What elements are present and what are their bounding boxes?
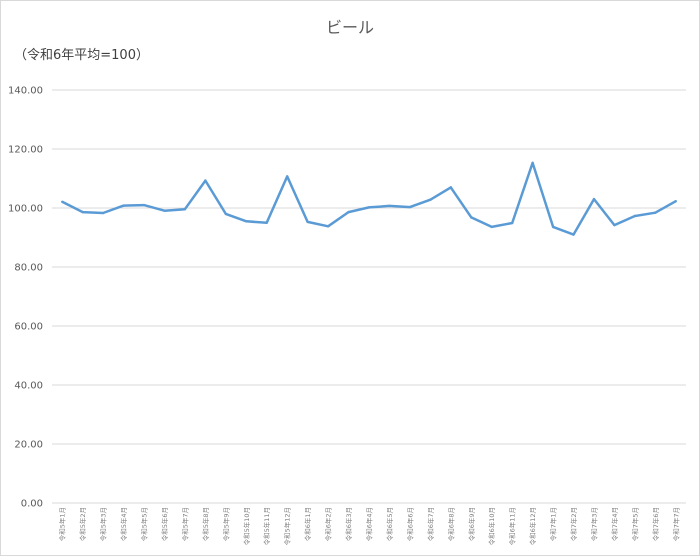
x-tick-label: 令和6年11月 [508, 507, 517, 545]
data-point [572, 233, 575, 236]
data-point [429, 198, 432, 201]
data-point [245, 220, 248, 223]
x-tick-label: 令和6年12月 [528, 507, 537, 545]
data-point [613, 223, 616, 227]
series-line [61, 161, 677, 236]
data-point [142, 203, 146, 207]
data-point [122, 204, 125, 207]
data-point [347, 210, 350, 214]
x-tick-label: 令和6年10月 [487, 507, 496, 545]
x-tick-label: 令和6年8月 [446, 507, 455, 541]
series [61, 161, 677, 236]
x-tick-label: 令和6年5月 [385, 507, 394, 541]
y-tick-label: 0.00 [21, 499, 43, 510]
data-point [224, 212, 228, 216]
y-tick-label: 140.00 [8, 86, 43, 97]
data-point [101, 211, 105, 215]
data-point [408, 205, 412, 209]
x-tick-label: 令和5年11月 [262, 507, 271, 545]
y-axis-ticks: 0.00 20.00 40.00 60.00 80.00 100.00 120.00 140.… [8, 86, 43, 510]
x-tick-label: 令和5年2月 [78, 507, 87, 541]
data-point [531, 161, 534, 165]
x-tick-label: 令和6年7月 [426, 507, 435, 541]
data-point [490, 225, 493, 229]
data-point [285, 175, 289, 178]
x-tick-label: 令和5年12月 [283, 507, 292, 545]
data-point [163, 209, 166, 212]
x-tick-label: 令和5年4月 [119, 507, 128, 541]
data-point [633, 214, 637, 218]
y-tick-label: 60.00 [14, 322, 43, 333]
x-tick-label: 令和5年3月 [99, 507, 108, 541]
x-tick-label: 令和5年1月 [58, 507, 67, 541]
data-point [183, 207, 187, 211]
data-point [81, 210, 84, 214]
y-tick-label: 100.00 [8, 204, 43, 215]
x-tick-label: 令和6年2月 [324, 507, 333, 541]
data-point [470, 216, 473, 219]
x-tick-label: 令和7年4月 [610, 507, 619, 541]
data-point [204, 179, 207, 182]
x-tick-label: 令和7年5月 [630, 507, 639, 541]
x-tick-label: 令和5年5月 [140, 507, 149, 541]
data-point [367, 206, 371, 209]
x-tick-label: 令和5年9月 [221, 507, 230, 541]
x-tick-label: 令和5年10月 [242, 507, 251, 545]
chart-subtitle: （令和6年平均=100） [14, 48, 149, 63]
x-tick-label: 令和6年1月 [303, 507, 312, 541]
x-tick-label: 令和7年3月 [589, 507, 598, 541]
x-tick-label: 令和5年6月 [160, 507, 169, 541]
y-tick-label: 40.00 [14, 381, 43, 392]
x-tick-label: 令和7年1月 [549, 507, 558, 541]
y-tick-label: 80.00 [14, 263, 43, 274]
x-tick-label: 令和7年2月 [569, 507, 578, 541]
data-point [449, 186, 453, 189]
x-tick-label: 令和5年7月 [180, 507, 189, 541]
data-point [306, 220, 309, 224]
x-tick-label: 令和7年6月 [651, 507, 660, 541]
y-tick-label: 20.00 [14, 440, 43, 451]
data-point [388, 204, 391, 208]
gridlines [52, 89, 686, 504]
data-point [61, 200, 64, 204]
x-tick-label: 令和6年3月 [344, 507, 353, 541]
chart-title: ビール [325, 18, 374, 37]
data-point [551, 225, 555, 229]
data-point [326, 225, 330, 228]
data-point [654, 211, 657, 214]
data-point [674, 200, 677, 203]
x-tick-label: 令和5年8月 [201, 507, 210, 541]
x-tick-label: 令和6年4月 [365, 507, 374, 541]
x-tick-label: 令和6年6月 [405, 507, 414, 541]
data-point [265, 221, 268, 224]
y-tick-label: 120.00 [8, 145, 43, 156]
x-axis-ticks: 令和5年1月 令和5年2月 令和5年3月 令和5年4月 令和5年5月 令和5年6月 令和5年… [58, 507, 681, 545]
x-tick-label: 令和6年9月 [467, 507, 476, 541]
x-tick-label: 令和7年7月 [671, 507, 680, 541]
data-point [510, 221, 514, 225]
data-point [592, 197, 596, 201]
